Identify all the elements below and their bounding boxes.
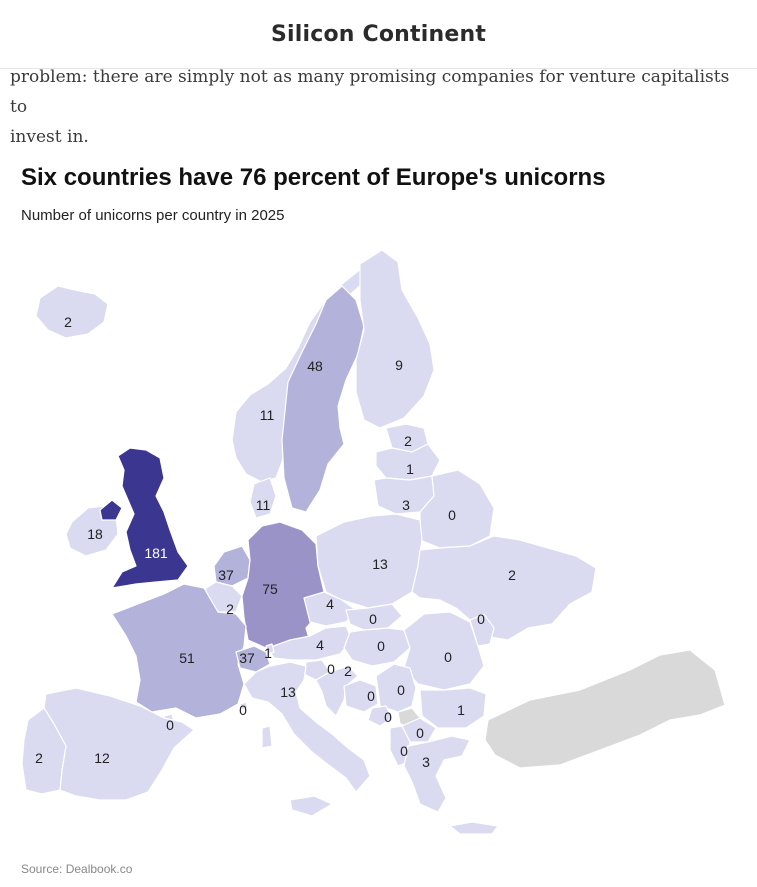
country-iceland[interactable]	[35, 285, 109, 339]
country-slovakia[interactable]	[345, 603, 403, 631]
value-label-ukraine: 2	[508, 567, 516, 583]
value-label-belarus: 0	[448, 507, 456, 523]
country-uk[interactable]	[99, 447, 189, 589]
value-label-austria: 4	[316, 637, 324, 653]
value-label-romania: 0	[444, 649, 452, 665]
article-line: problem: there are simply not as many pr…	[10, 67, 730, 117]
country-bosnia[interactable]	[343, 679, 379, 713]
value-label-norway: 11	[260, 407, 275, 423]
value-label-albania: 0	[400, 743, 408, 759]
country-switzerland[interactable]	[235, 645, 271, 673]
value-label-france: 51	[179, 650, 195, 666]
value-label-greece: 3	[422, 754, 430, 770]
value-label-netherlands: 37	[218, 567, 234, 583]
europe-map: 2 11 48 9 2 1 3 0 11 18 181 37 2 75 13 2 4 0 0 4 0 0 51 37 1 0 2 0 0…	[0, 230, 757, 850]
country-bulgaria[interactable]	[419, 687, 487, 729]
country-sweden[interactable]	[281, 285, 365, 513]
country-liechtenstein[interactable]	[265, 643, 275, 655]
country-romania[interactable]	[403, 611, 485, 691]
country-ukraine[interactable]	[411, 535, 597, 641]
country-monaco[interactable]	[239, 701, 249, 711]
value-label-bosnia: 0	[367, 688, 375, 704]
value-label-andorra: 0	[166, 717, 174, 733]
value-label-finland: 9	[395, 357, 403, 373]
country-netherlands[interactable]	[213, 545, 251, 587]
country-montenegro[interactable]	[367, 705, 393, 727]
country-greece[interactable]	[403, 735, 499, 835]
country-germany[interactable]	[241, 521, 325, 649]
value-label-liechtenstein: 1	[264, 645, 272, 661]
chart-subtitle: Number of unicorns per country in 2025	[21, 207, 285, 224]
value-label-bulgaria: 1	[457, 702, 465, 718]
country-belarus[interactable]	[419, 469, 495, 549]
chart-source: Source: Dealbook.co	[21, 862, 133, 876]
country-poland[interactable]	[315, 513, 423, 609]
site-header: Silicon Continent	[0, 0, 757, 69]
value-label-denmark: 11	[256, 497, 271, 513]
value-label-switzerland: 37	[239, 650, 255, 666]
value-label-sweden: 48	[307, 358, 323, 374]
country-hungary[interactable]	[343, 627, 411, 667]
chart-title: Six countries have 76 percent of Europe'…	[21, 164, 606, 191]
value-label-latvia: 1	[406, 461, 414, 477]
country-denmark[interactable]	[249, 477, 277, 519]
value-label-portugal: 2	[35, 750, 43, 766]
site-title[interactable]: Silicon Continent	[270, 21, 487, 47]
value-label-italy: 13	[280, 684, 296, 700]
value-label-hungary: 0	[377, 638, 385, 654]
value-label-moldova: 0	[477, 611, 485, 627]
article-line: invest in.	[10, 127, 89, 147]
value-label-croatia: 2	[344, 663, 352, 679]
value-label-montenegro: 0	[384, 709, 392, 725]
value-label-czechia: 4	[326, 596, 334, 612]
value-label-slovenia: 0	[327, 661, 335, 677]
country-latvia[interactable]	[375, 443, 441, 481]
value-label-iceland: 2	[64, 314, 72, 330]
value-label-belgium: 2	[226, 601, 234, 617]
value-label-slovakia: 0	[369, 611, 377, 627]
country-turkey[interactable]	[484, 649, 726, 769]
country-finland[interactable]	[355, 249, 435, 429]
country-italy[interactable]	[243, 661, 371, 817]
value-label-serbia: 0	[397, 682, 405, 698]
value-label-estonia: 2	[404, 433, 412, 449]
value-label-poland: 13	[372, 556, 388, 572]
country-serbia[interactable]	[375, 663, 417, 713]
value-label-ireland: 18	[87, 526, 103, 542]
country-portugal[interactable]	[21, 707, 67, 795]
value-label-spain: 12	[94, 750, 110, 766]
value-label-lithuania: 3	[402, 497, 410, 513]
value-label-north-macedonia: 0	[416, 725, 424, 741]
value-label-germany: 75	[262, 581, 278, 597]
value-label-uk: 181	[144, 545, 168, 561]
article-paragraph: problem: there are simply not as many pr…	[10, 62, 740, 152]
value-label-monaco: 0	[239, 702, 247, 718]
